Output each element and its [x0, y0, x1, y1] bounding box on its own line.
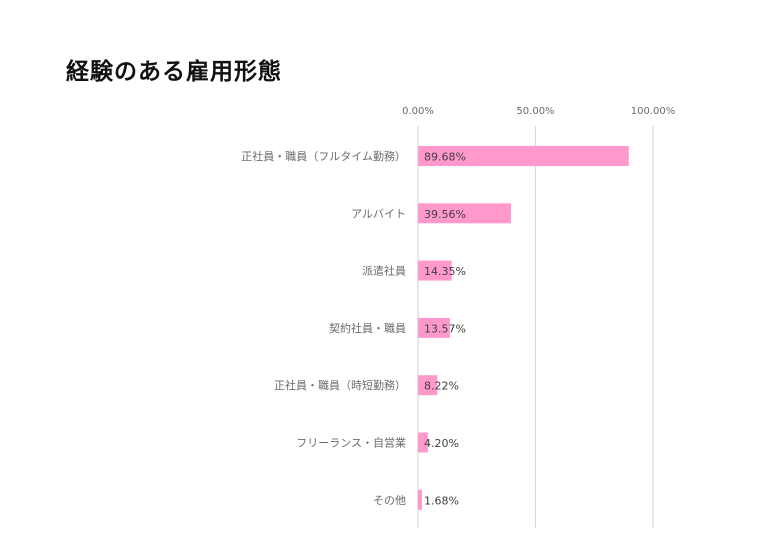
- category-label: 契約社員・職員: [329, 321, 406, 335]
- category-label: フリーランス・自営業: [296, 436, 406, 450]
- bar: [418, 317, 450, 338]
- data-label: 13.57%: [424, 322, 466, 335]
- category-label: 正社員・職員（フルタイム勤務）: [241, 149, 406, 163]
- x-tick-label: 100.00%: [631, 106, 676, 117]
- bar: [418, 146, 629, 166]
- bar: [418, 203, 511, 224]
- category-label: 正社員・職員（時短勤務）: [274, 378, 406, 392]
- data-label: 14.35%: [424, 265, 466, 278]
- bar: [418, 432, 428, 453]
- bar: [418, 260, 452, 281]
- data-label: 4.20%: [424, 437, 459, 450]
- x-tick-label: 0.00%: [402, 106, 434, 117]
- category-label: その他: [373, 494, 406, 507]
- data-label: 1.68%: [424, 494, 459, 507]
- bar: [418, 489, 422, 510]
- chart-title: 経験のある雇用形態: [66, 59, 282, 85]
- category-label: 派遣社員: [362, 264, 406, 278]
- x-tick-label: 50.00%: [516, 106, 554, 117]
- data-label: 39.56%: [424, 208, 466, 221]
- category-label: アルバイト: [351, 207, 406, 220]
- bar: [418, 375, 438, 396]
- data-label: 8.22%: [424, 380, 459, 393]
- data-label: 89.68%: [424, 151, 466, 164]
